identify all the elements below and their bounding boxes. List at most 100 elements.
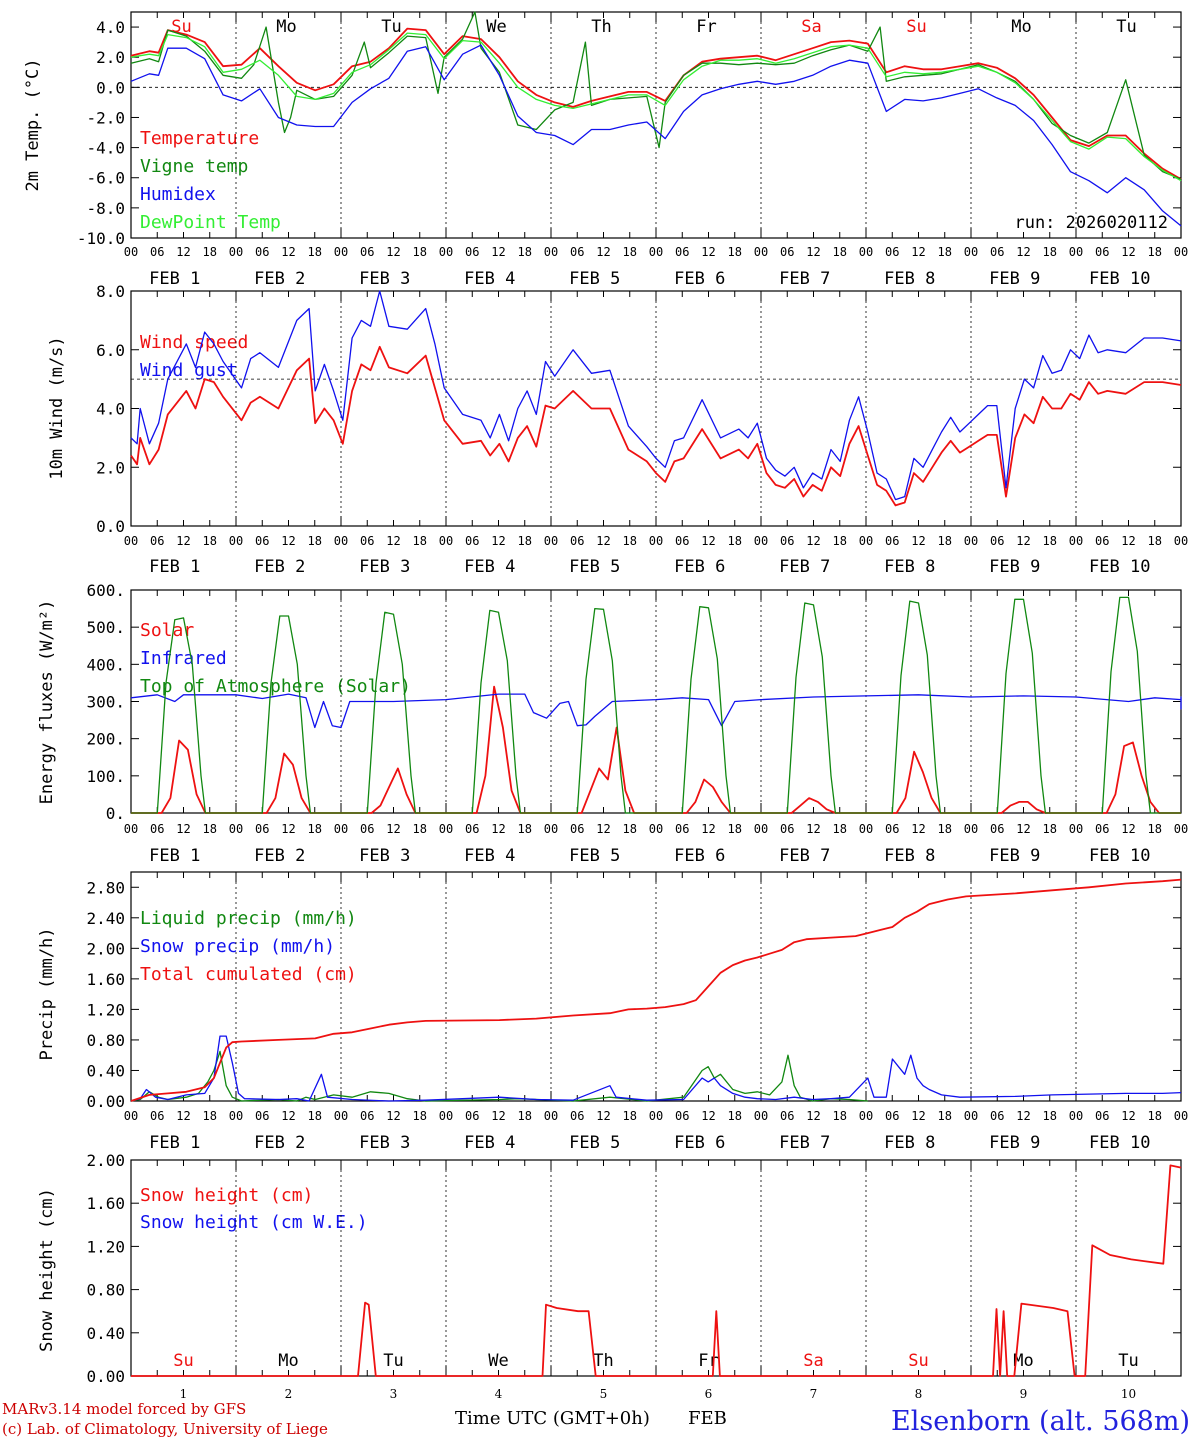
x-date-label: FEB 1 xyxy=(149,269,200,289)
x-date-label: FEB 9 xyxy=(989,557,1040,577)
x-hour-label: 18 xyxy=(833,245,847,259)
day-number-label: 5 xyxy=(600,1387,608,1401)
x-hour-label: 06 xyxy=(150,822,164,836)
y-tick-label: -6.0 xyxy=(86,169,125,188)
precip-panel: Precip (mm/h) Liquid precip (mm/h) Snow … xyxy=(37,908,357,1061)
weekday-label: Tu xyxy=(1116,17,1136,37)
x-date-label: FEB 6 xyxy=(674,846,725,866)
x-hour-label: 06 xyxy=(990,245,1004,259)
footer-credit-line: (c) Lab. of Climatology, University of L… xyxy=(2,1420,328,1438)
x-hour-label: 18 xyxy=(518,822,532,836)
y-tick-label: -4.0 xyxy=(86,139,125,158)
x-date-label: FEB 3 xyxy=(359,1133,410,1153)
x-hour-label: 06 xyxy=(570,1109,584,1123)
x-hour-label: 12 xyxy=(281,1109,295,1123)
weekday-label: Fr xyxy=(696,17,716,37)
y-tick-label: 4.0 xyxy=(96,400,125,419)
x-hour-label: 18 xyxy=(1148,534,1162,548)
x-hour-label: 06 xyxy=(255,822,269,836)
legend-total-cumulated: Total cumulated (cm) xyxy=(140,964,357,985)
x-hour-label: 12 xyxy=(176,1109,190,1123)
series-line-wind-gust xyxy=(130,290,1182,501)
x-hour-label: 06 xyxy=(465,245,479,259)
weekday-label: Tu xyxy=(1118,1351,1138,1371)
legend-snow-height: Snow height (cm) xyxy=(140,1185,313,1206)
x-hour-label: 18 xyxy=(308,822,322,836)
x-date-label: FEB 7 xyxy=(779,557,830,577)
y-tick-label: 2.00 xyxy=(86,939,125,958)
x-hour-label: 06 xyxy=(1095,822,1109,836)
y-tick-label: -10.0 xyxy=(77,229,125,248)
y-tick-label: 0.80 xyxy=(86,1031,125,1050)
x-hour-label: 00 xyxy=(334,534,348,548)
wind-panel: 10m Wind (m/s) Wind speed Wind gust xyxy=(47,332,248,480)
series-line-dewpoint-temp xyxy=(130,32,1182,182)
x-hour-label: 06 xyxy=(885,1109,899,1123)
x-hour-label: 00 xyxy=(544,245,558,259)
x-hour-label: 18 xyxy=(1043,822,1057,836)
x-date-label: FEB 9 xyxy=(989,846,1040,866)
x-hour-label: 18 xyxy=(413,1109,427,1123)
x-hour-label: 00 xyxy=(964,245,978,259)
x-hour-label: 12 xyxy=(596,1109,610,1123)
x-hour-label: 06 xyxy=(465,534,479,548)
x-hour-label: 00 xyxy=(1174,1109,1188,1123)
weekday-label: Mo xyxy=(1011,17,1031,37)
y-tick-label: 300. xyxy=(86,693,125,712)
x-date-label: FEB 3 xyxy=(359,557,410,577)
x-date-label: FEB 5 xyxy=(569,269,620,289)
x-hour-label: 18 xyxy=(728,822,742,836)
x-hour-label: 18 xyxy=(203,822,217,836)
x-hour-label: 06 xyxy=(885,534,899,548)
x-hour-label: 18 xyxy=(833,534,847,548)
y-tick-label: 1.20 xyxy=(86,1000,125,1019)
y-tick-label: 6.0 xyxy=(96,341,125,360)
x-hour-label: 06 xyxy=(780,822,794,836)
legend-wind-gust: Wind gust xyxy=(140,360,238,381)
weekday-label: Sa xyxy=(803,1351,823,1371)
x-hour-label: 12 xyxy=(281,534,295,548)
x-hour-label: 18 xyxy=(518,534,532,548)
x-hour-label: 06 xyxy=(990,534,1004,548)
x-hour-label: 00 xyxy=(649,1109,663,1123)
y-tick-label: -8.0 xyxy=(86,199,125,218)
x-hour-label: 12 xyxy=(491,245,505,259)
x-hour-label: 18 xyxy=(308,534,322,548)
x-hour-label: 00 xyxy=(229,822,243,836)
x-hour-label: 12 xyxy=(596,822,610,836)
weekday-label: We xyxy=(486,17,506,37)
x-hour-label: 18 xyxy=(1148,822,1162,836)
x-date-label: FEB 8 xyxy=(884,269,935,289)
x-hour-label: 18 xyxy=(623,534,637,548)
day-number-label: 8 xyxy=(915,1387,923,1401)
x-date-label: FEB 3 xyxy=(359,846,410,866)
y-tick-label: 0. xyxy=(106,804,125,823)
x-hour-label: 18 xyxy=(728,245,742,259)
x-hour-label: 18 xyxy=(518,1109,532,1123)
day-number-label: 2 xyxy=(285,1387,293,1401)
x-hour-label: 12 xyxy=(1016,245,1030,259)
series-line-top-of-atmosphere-solar xyxy=(131,596,1181,814)
x-hour-label: 12 xyxy=(386,822,400,836)
x-hour-label: 06 xyxy=(360,822,374,836)
x-hour-label: 00 xyxy=(859,822,873,836)
x-hour-label: 12 xyxy=(911,822,925,836)
series-line-snow-height-cm xyxy=(131,1164,1182,1377)
x-hour-label: 06 xyxy=(1095,1109,1109,1123)
series-line-liquid-precip-mm-h xyxy=(130,1050,868,1102)
y-tick-label: 200. xyxy=(86,730,125,749)
snow-panel: Snow height (cm) Snow height (cm) Snow h… xyxy=(37,1185,368,1352)
energy-y-label: Energy fluxes (W/m²) xyxy=(37,600,57,805)
series-line-vigne-temp xyxy=(130,11,1182,180)
x-hour-label: 12 xyxy=(176,245,190,259)
legend-vigne-temp: Vigne temp xyxy=(140,156,248,177)
x-hour-label: 12 xyxy=(386,534,400,548)
x-hour-label: 18 xyxy=(623,822,637,836)
x-hour-label: 12 xyxy=(386,245,400,259)
x-hour-label: 00 xyxy=(439,245,453,259)
x-hour-label: 12 xyxy=(1121,245,1135,259)
x-hour-label: 00 xyxy=(1174,245,1188,259)
x-axis-month: FEB xyxy=(688,1408,727,1429)
x-date-label: FEB 5 xyxy=(569,846,620,866)
x-hour-label: 00 xyxy=(439,534,453,548)
